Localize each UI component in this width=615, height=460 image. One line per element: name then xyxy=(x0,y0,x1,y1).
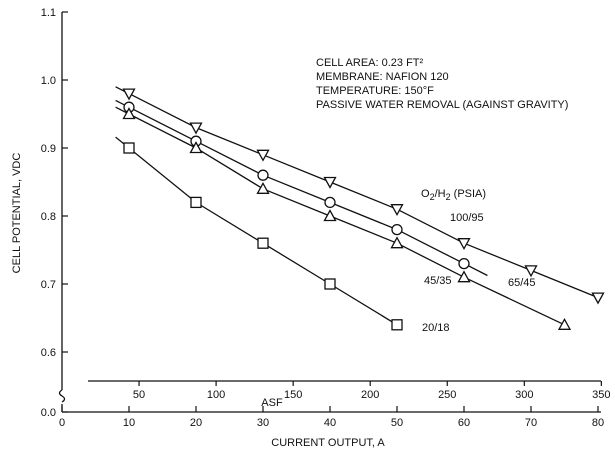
data-point-100-95 xyxy=(524,265,538,278)
y-tick-label: 0.7 xyxy=(41,279,56,291)
data-point-65-45 xyxy=(391,223,403,236)
y-tick-label: 0.6 xyxy=(41,347,56,359)
secondary-tick-label: 250 xyxy=(438,389,456,401)
data-point-65-45 xyxy=(324,196,336,209)
y-tick-label: 1.1 xyxy=(41,7,56,19)
data-point-45-35 xyxy=(457,270,471,283)
data-point-20-18 xyxy=(324,278,336,290)
y-tick-label: 0.0 xyxy=(41,407,56,419)
series-line-65-45 xyxy=(115,99,488,277)
data-point-100-95 xyxy=(591,292,605,305)
secondary-tick-label: 300 xyxy=(515,389,533,401)
x-axis-title: CURRENT OUTPUT, A xyxy=(271,437,385,449)
series-label-65-45: 65/45 xyxy=(508,277,536,289)
secondary-tick-label: 200 xyxy=(361,389,379,401)
series-100-95 xyxy=(115,86,605,305)
secondary-tick-label: 50 xyxy=(133,389,145,401)
y-tick-label: 1.0 xyxy=(41,75,56,87)
data-point-45-35 xyxy=(557,317,572,330)
secondary-tick-label: 350 xyxy=(592,389,610,401)
secondary-axis-label: ASF xyxy=(261,397,283,409)
x-tick-label: 30 xyxy=(257,417,269,429)
data-point-45-35 xyxy=(189,141,203,154)
annotation-cell-area: CELL AREA: 0.23 FT² xyxy=(316,57,424,69)
series-65-45 xyxy=(115,99,488,277)
data-point-45-35 xyxy=(122,107,136,120)
series-line-20-18 xyxy=(115,136,398,326)
data-point-100-95 xyxy=(122,88,136,101)
x-tick-label: 50 xyxy=(391,417,403,429)
data-point-45-35 xyxy=(390,236,404,249)
data-point-65-45 xyxy=(257,169,269,181)
series-45-35 xyxy=(115,106,572,330)
series-label-20-18: 20/18 xyxy=(422,322,450,334)
y-axis-title: CELL POTENTIAL, VDC xyxy=(11,153,23,274)
annotation-temperature: TEMPERATURE: 150°F xyxy=(316,85,434,97)
series-line-45-35 xyxy=(115,106,565,326)
data-point-45-35 xyxy=(256,181,270,194)
x-tick-label: 60 xyxy=(458,417,470,429)
x-tick-label: 70 xyxy=(525,417,537,429)
data-point-100-95 xyxy=(256,149,270,162)
legend-title: O2/H2 (PSIA) xyxy=(421,188,486,202)
x-tick-label: 40 xyxy=(324,417,336,429)
series-label-45-35: 45/35 xyxy=(424,275,452,287)
series-20-18 xyxy=(115,136,403,331)
y-tick-label: 0.8 xyxy=(41,211,56,223)
secondary-tick-label: 100 xyxy=(207,389,225,401)
data-point-100-95 xyxy=(323,176,337,189)
data-point-65-45 xyxy=(458,257,470,270)
y-axis-break xyxy=(58,389,66,403)
annotation-water-removal: PASSIVE WATER REMOVAL (AGAINST GRAVITY) xyxy=(316,99,568,111)
x-tick-label: 0 xyxy=(59,417,65,429)
annotation-membrane: MEMBRANE: NAFION 120 xyxy=(316,71,449,83)
series-label-100-95: 100/95 xyxy=(450,212,484,224)
data-point-20-18 xyxy=(190,196,202,209)
data-point-100-95 xyxy=(189,122,203,135)
data-point-20-18 xyxy=(391,319,403,331)
secondary-tick-label: 150 xyxy=(284,389,302,401)
x-tick-label: 10 xyxy=(123,417,135,429)
y-tick-label: 0.9 xyxy=(41,143,56,155)
x-tick-label: 80 xyxy=(592,417,604,429)
data-point-45-35 xyxy=(323,209,337,222)
data-point-100-95 xyxy=(457,238,471,251)
data-point-20-18 xyxy=(123,142,135,154)
data-point-20-18 xyxy=(257,237,269,249)
x-tick-label: 20 xyxy=(190,417,202,429)
data-point-100-95 xyxy=(390,204,404,217)
